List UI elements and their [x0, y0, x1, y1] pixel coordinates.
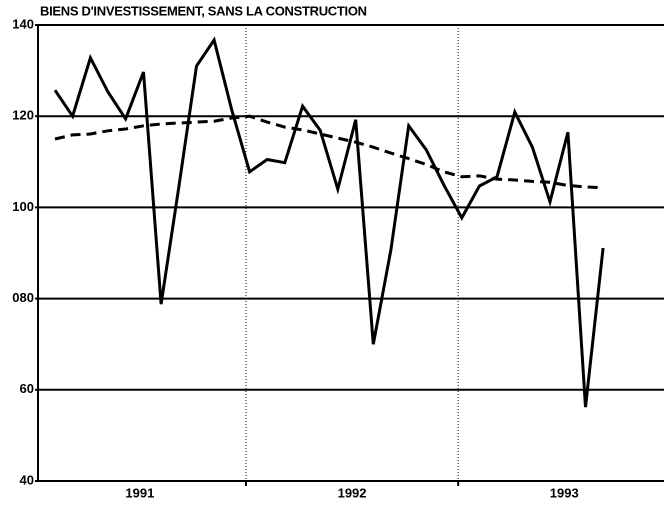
- y-tick-label: 120: [12, 108, 34, 123]
- y-tick-label: 40: [20, 472, 34, 487]
- y-tick-label: 140: [12, 16, 34, 31]
- x-tick-label: 1991: [125, 485, 154, 500]
- x-tick-label: 1993: [550, 485, 579, 500]
- chart-title: BIENS D'INVESTISSEMENT, SANS LA CONSTRUC…: [40, 3, 367, 18]
- y-tick-label: 080: [12, 290, 34, 305]
- line-series: [54, 114, 604, 190]
- x-tick-label: 1992: [338, 485, 367, 500]
- y-tick-label: 100: [12, 199, 34, 214]
- line-series: [53, 36, 605, 408]
- y-tick-label: 60: [20, 381, 34, 396]
